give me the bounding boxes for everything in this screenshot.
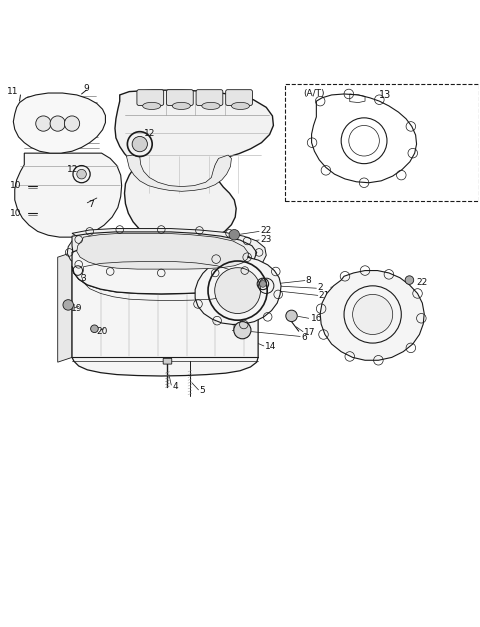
Text: 8: 8 — [306, 276, 312, 285]
Circle shape — [36, 116, 51, 131]
Circle shape — [77, 169, 86, 179]
Text: 13: 13 — [379, 90, 392, 100]
Ellipse shape — [172, 102, 191, 110]
Polygon shape — [77, 233, 249, 269]
Polygon shape — [67, 229, 266, 273]
Text: 20: 20 — [97, 327, 108, 336]
Polygon shape — [72, 232, 257, 273]
Polygon shape — [115, 90, 274, 243]
Text: 14: 14 — [265, 342, 276, 351]
Text: 21: 21 — [319, 292, 330, 300]
Text: 19: 19 — [71, 304, 82, 314]
FancyBboxPatch shape — [226, 90, 252, 105]
Circle shape — [260, 280, 266, 287]
Circle shape — [64, 116, 80, 131]
Text: 9: 9 — [84, 84, 89, 93]
Text: 7: 7 — [88, 200, 94, 209]
Polygon shape — [320, 270, 424, 361]
Circle shape — [50, 116, 65, 131]
Circle shape — [63, 300, 73, 310]
Polygon shape — [13, 93, 106, 153]
Text: 12: 12 — [67, 165, 79, 174]
FancyBboxPatch shape — [167, 90, 193, 105]
Text: 22: 22 — [417, 278, 428, 287]
Text: 2: 2 — [317, 283, 323, 292]
Text: 15: 15 — [223, 314, 234, 323]
Text: 3: 3 — [270, 271, 276, 281]
Ellipse shape — [143, 102, 161, 110]
Text: 11: 11 — [7, 87, 18, 96]
Circle shape — [405, 276, 414, 285]
Polygon shape — [58, 253, 72, 362]
Text: 16: 16 — [311, 314, 322, 323]
Polygon shape — [72, 266, 258, 376]
Text: 10: 10 — [10, 181, 22, 190]
Text: 13: 13 — [411, 300, 422, 308]
Circle shape — [234, 322, 251, 339]
FancyBboxPatch shape — [137, 90, 164, 105]
Text: 10: 10 — [10, 209, 22, 218]
Text: 4: 4 — [172, 382, 178, 391]
Text: 12: 12 — [144, 129, 155, 137]
Circle shape — [353, 295, 393, 334]
FancyBboxPatch shape — [163, 359, 172, 364]
Text: (A/T): (A/T) — [303, 88, 324, 98]
Ellipse shape — [202, 102, 220, 110]
Text: 3: 3 — [80, 274, 86, 283]
Text: 18: 18 — [231, 324, 242, 334]
Text: 23: 23 — [260, 235, 271, 244]
Circle shape — [91, 325, 98, 332]
Text: 6: 6 — [301, 333, 307, 342]
Polygon shape — [72, 244, 258, 294]
Ellipse shape — [231, 102, 250, 110]
FancyBboxPatch shape — [196, 90, 223, 105]
Circle shape — [229, 229, 240, 240]
Circle shape — [286, 310, 297, 322]
Polygon shape — [15, 153, 121, 237]
Bar — [285, 85, 479, 201]
Text: 5: 5 — [199, 386, 205, 395]
Circle shape — [215, 268, 261, 314]
Polygon shape — [126, 155, 231, 191]
Text: 22: 22 — [260, 226, 271, 235]
Circle shape — [132, 137, 147, 152]
Text: 17: 17 — [304, 328, 316, 337]
Text: 1: 1 — [344, 280, 350, 290]
Polygon shape — [195, 256, 281, 325]
